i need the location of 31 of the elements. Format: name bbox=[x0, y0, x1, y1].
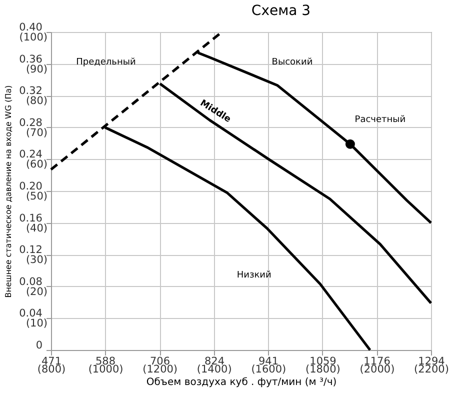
y-tick-label: 0.04 bbox=[19, 308, 43, 320]
series-label: Высокий bbox=[272, 57, 313, 68]
y-tick-label: 0.28 bbox=[19, 116, 42, 129]
y-tick-label: 0.16 bbox=[19, 212, 43, 224]
y2-tick-label: (10) bbox=[26, 318, 48, 330]
y-tick-label: 0.32 bbox=[19, 85, 42, 98]
text: Предельный bbox=[76, 58, 136, 68]
x2-tick-label: (2200) bbox=[414, 364, 449, 376]
y2-tick-label: (30) bbox=[26, 254, 48, 266]
x-axis-title: Объем воздуха куб . фут/мин (м ³/ч) bbox=[146, 377, 337, 388]
y2-tick-label: (90) bbox=[26, 63, 48, 76]
y2-tick-label: (20) bbox=[26, 286, 48, 298]
y2-tick-label: (40) bbox=[26, 222, 48, 234]
y2-tick-label: (80) bbox=[26, 95, 48, 108]
y2-tick-label: (70) bbox=[26, 126, 48, 139]
chart-title: Схема 3 bbox=[251, 3, 311, 19]
text: Низкий bbox=[236, 270, 272, 280]
y-tick-label: 0 bbox=[36, 340, 42, 352]
y-axis-title: Внешнее статическое давление на входе WG (Па) bbox=[4, 85, 14, 298]
series-label: Расчетный bbox=[354, 115, 406, 126]
y-tick-label: 0.24 bbox=[19, 148, 43, 161]
y2-tick-label: (100) bbox=[19, 32, 48, 44]
y2-tick-label: (60) bbox=[26, 158, 48, 171]
y2-tick-label: (50) bbox=[26, 190, 48, 202]
y-tick-label: 0.20 bbox=[19, 180, 42, 192]
x2-tick-label: (1800) bbox=[305, 364, 340, 376]
y-tick-label: 0.12 bbox=[19, 244, 42, 256]
y-tick-label: 0.36 bbox=[19, 53, 43, 66]
y-tick-label: 0.08 bbox=[19, 276, 42, 288]
y-tick-label: 0.40 bbox=[19, 22, 42, 34]
x2-tick-label: (2000) bbox=[360, 364, 395, 376]
